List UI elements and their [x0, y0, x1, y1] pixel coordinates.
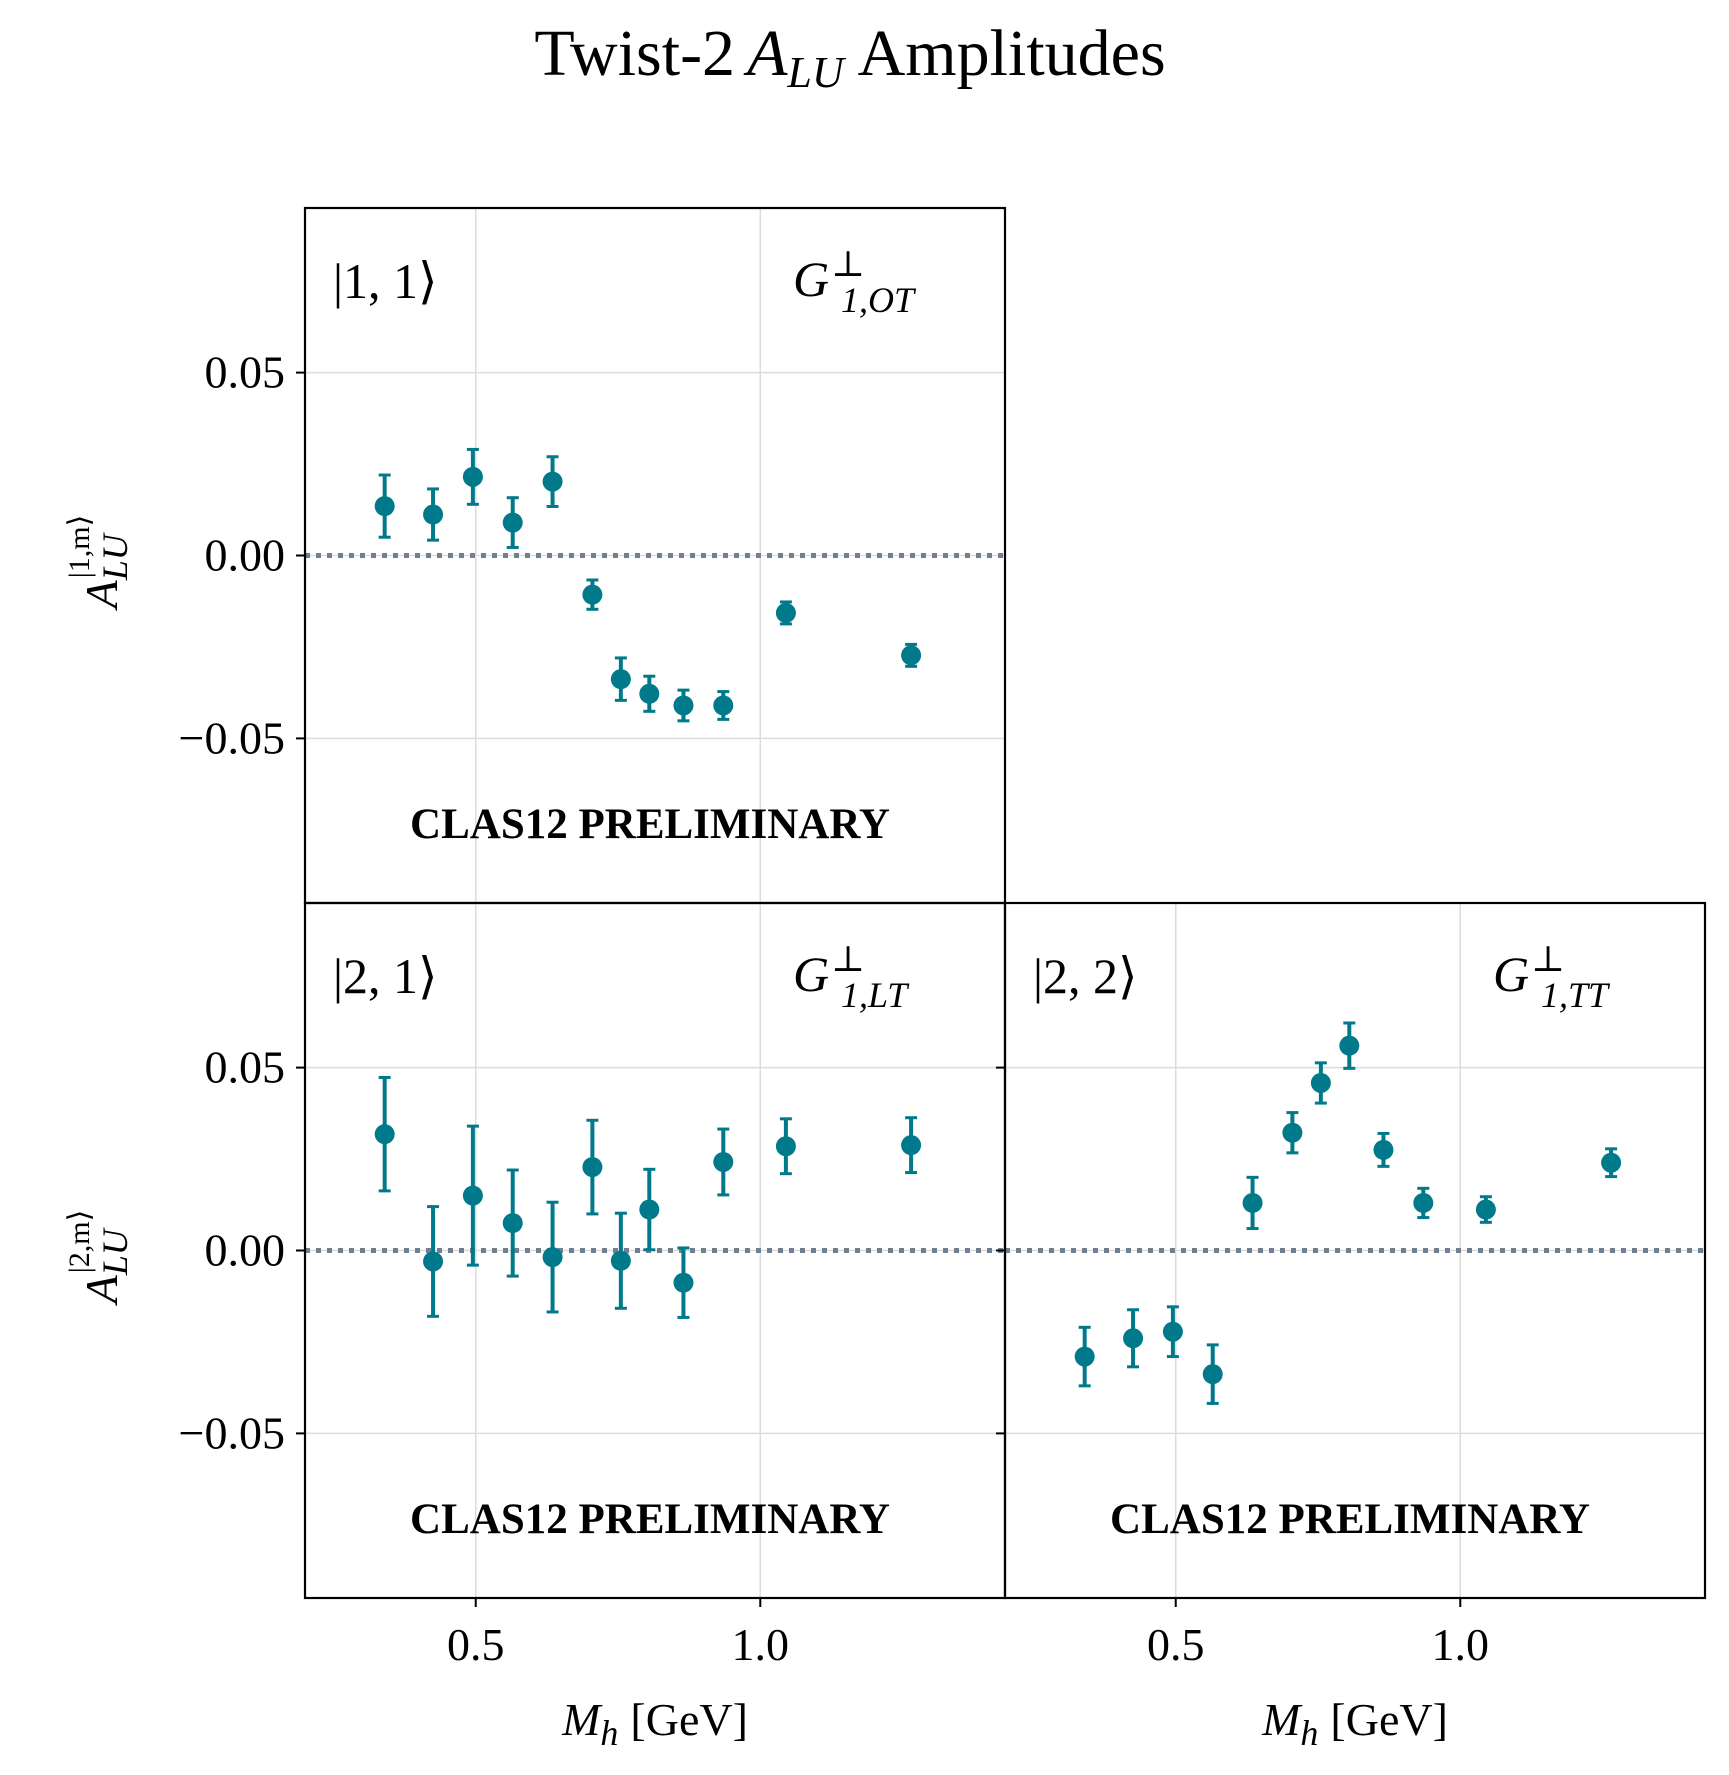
y-tick-label: −0.05: [179, 1407, 285, 1458]
x-axis-label: Mh [GeV]: [561, 1694, 748, 1753]
data-point: [502, 512, 523, 533]
state-label: |2, 1⟩: [333, 948, 438, 1004]
y-tick-label: 0.00: [205, 1225, 286, 1276]
data-point: [1310, 1072, 1331, 1093]
data-point: [423, 504, 444, 525]
data-point: [610, 669, 631, 690]
data-points: [374, 447, 922, 723]
axis-ticks: 0.5 1.0: [996, 1066, 1490, 1670]
svg-text:Mh[GeV]: Mh [GeV]: [1261, 1694, 1448, 1753]
y-axis-label: ALU|1,m⟩: [63, 515, 135, 612]
data-point: [713, 695, 734, 716]
data-point: [1242, 1192, 1263, 1213]
state-label: |1, 1⟩: [333, 253, 438, 309]
data-point: [713, 1151, 734, 1172]
x-tick-label: 1.0: [1432, 1619, 1490, 1670]
data-point: [1123, 1328, 1144, 1349]
data-point: [1202, 1364, 1223, 1385]
x-axis-label: Mh [GeV]: [1261, 1694, 1448, 1753]
data-point: [462, 466, 483, 487]
data-point: [775, 602, 796, 623]
axis-ticks: 0.05 0.00 −0.05: [179, 347, 305, 763]
function-label: G⊥ 1,LT: [793, 939, 910, 1015]
data-point: [423, 1251, 444, 1272]
data-point: [639, 683, 660, 704]
y-tick-label: −0.05: [179, 712, 285, 763]
panel-bottom-left: 0.05 0.00 −0.05 0.5 1.0 |2, 1⟩ G⊥ 1,LT CLAS12…: [63, 901, 1007, 1753]
data-point: [1282, 1122, 1303, 1143]
x-tick-label: 0.5: [447, 1619, 505, 1670]
y-axis-label: ALU|2,m⟩: [63, 1210, 135, 1307]
state-label: |2, 2⟩: [1033, 948, 1138, 1004]
data-point: [901, 645, 922, 666]
data-point: [502, 1213, 523, 1234]
data-points: [1074, 1021, 1622, 1405]
data-point: [610, 1250, 631, 1271]
y-tick-label: 0.00: [205, 530, 286, 581]
svg-text:Mh[GeV]: Mh [GeV]: [561, 1694, 748, 1753]
axis-ticks: 0.05 0.00 −0.05 0.5 1.0: [179, 1042, 789, 1670]
data-point: [1413, 1192, 1434, 1213]
data-point: [1074, 1346, 1095, 1367]
x-tick-label: 0.5: [1147, 1619, 1205, 1670]
data-points: [374, 1075, 922, 1319]
data-point: [775, 1136, 796, 1157]
data-point: [582, 584, 603, 605]
data-point: [462, 1185, 483, 1206]
data-point: [582, 1157, 603, 1178]
data-point: [1162, 1321, 1183, 1342]
svg-text:ALU|1,m⟩: ALU|1,m⟩: [63, 515, 135, 612]
data-point: [542, 471, 563, 492]
figure-title: Twist-2 ALU Amplitudes: [534, 17, 1165, 97]
data-point: [901, 1135, 922, 1156]
x-tick-label: 1.0: [732, 1619, 790, 1670]
svg-text:ALU|2,m⟩: ALU|2,m⟩: [63, 1210, 135, 1307]
data-point: [374, 1124, 395, 1145]
preliminary-watermark: CLAS12 PRELIMINARY: [1110, 1496, 1590, 1543]
y-tick-label: 0.05: [205, 347, 286, 398]
data-point: [673, 695, 694, 716]
data-point: [1373, 1139, 1394, 1160]
data-point: [1475, 1199, 1496, 1220]
data-point: [1339, 1035, 1360, 1056]
y-tick-label: 0.05: [205, 1042, 286, 1093]
panel-bottom-right: 0.5 1.0 |2, 2⟩ G⊥ 1,TT CLAS12 PRELIMINARY …: [996, 901, 1707, 1753]
preliminary-watermark: CLAS12 PRELIMINARY: [410, 801, 890, 848]
data-point: [673, 1272, 694, 1293]
data-point: [374, 496, 395, 517]
function-label: G⊥ 1,OT: [793, 244, 917, 320]
data-point: [639, 1199, 660, 1220]
data-point: [542, 1247, 563, 1268]
preliminary-watermark: CLAS12 PRELIMINARY: [410, 1496, 890, 1543]
panel-top-left: 0.05 0.00 −0.05 |1, 1⟩ G⊥ 1,OT CLAS12 PRELI…: [63, 206, 1007, 905]
function-label: G⊥ 1,TT: [1493, 939, 1611, 1015]
data-point: [1601, 1152, 1622, 1173]
